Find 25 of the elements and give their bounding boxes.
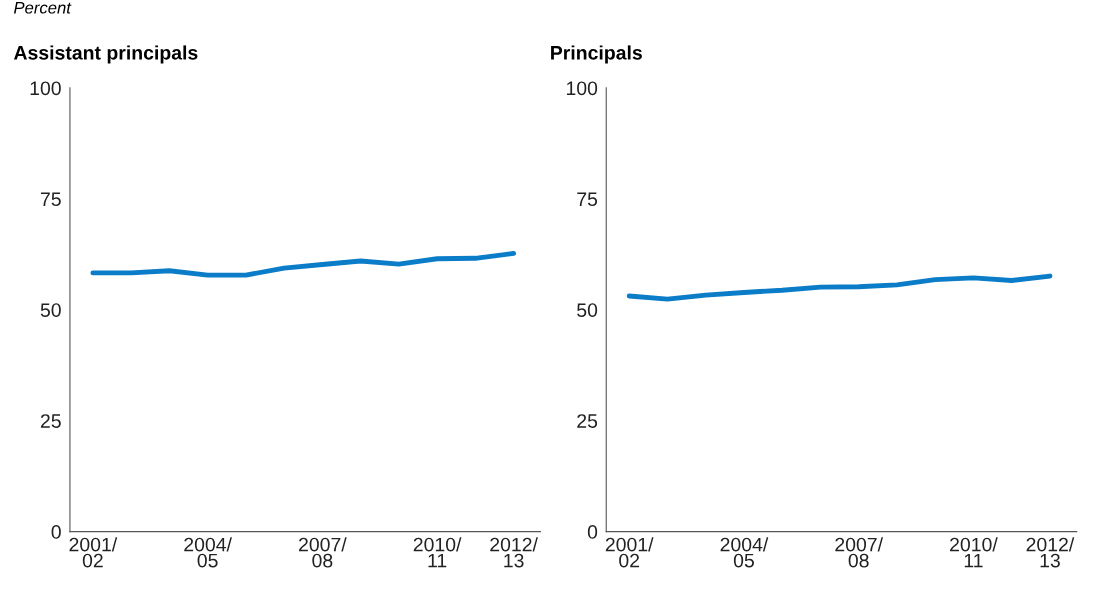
- y-tick-label: 0: [51, 525, 61, 539]
- chart-title: Principals: [551, 45, 642, 64]
- y-tick-label: 100: [30, 81, 61, 96]
- x-tick-label: 2004/ 05: [184, 537, 232, 568]
- line-series: [626, 273, 1053, 302]
- x-tick-label: 2007/ 08: [835, 537, 884, 568]
- x-tick-label: 2010/ 11: [413, 537, 462, 568]
- x-tick-label: 2010/ 11: [950, 537, 998, 568]
- y-tick-label: 50: [577, 303, 598, 318]
- line-series: [90, 250, 517, 278]
- chart-title: Assistant principals: [13, 45, 198, 64]
- y-tick-label: 75: [40, 192, 61, 207]
- y-tick-label: 75: [577, 192, 598, 207]
- x-tick-label: 2007/ 08: [299, 537, 347, 568]
- x-tick-label: 2001/ 02: [605, 537, 654, 568]
- y-tick-label: 25: [40, 414, 61, 428]
- y-axis-title: Percent: [13, 1, 72, 14]
- y-tick-label: 100: [566, 81, 598, 96]
- y-tick-label: 0: [587, 525, 598, 539]
- x-tick-label: 2012/ 13: [1026, 537, 1075, 568]
- x-tick-label: 2004/ 05: [720, 537, 769, 568]
- y-tick-label: 25: [577, 414, 598, 428]
- x-tick-label: 2012/ 13: [490, 537, 538, 568]
- x-tick-label: 2001/ 02: [69, 537, 118, 568]
- y-tick-label: 50: [40, 303, 61, 318]
